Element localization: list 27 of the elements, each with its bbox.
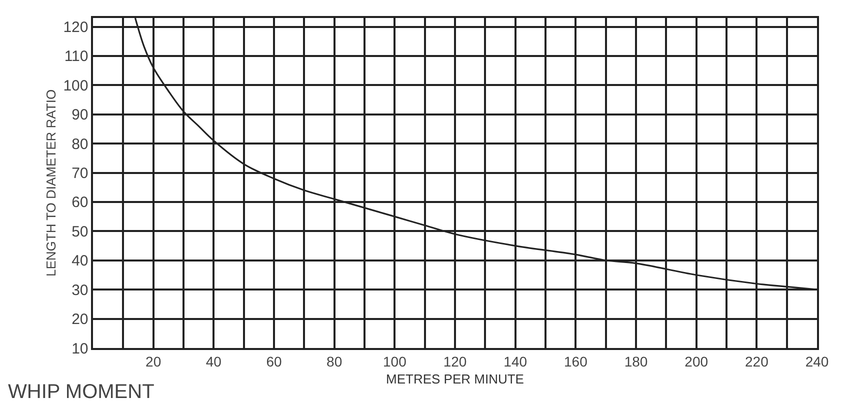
y-tick-label: 20: [72, 311, 88, 328]
y-tick-label: 100: [63, 77, 88, 94]
x-tick-label: 180: [624, 354, 648, 370]
y-tick-label: 80: [72, 136, 88, 153]
y-tick-label: 120: [63, 19, 88, 36]
x-tick-label: 20: [146, 354, 162, 370]
y-tick-label: 40: [72, 252, 88, 270]
y-tick-label: 110: [64, 48, 88, 66]
y-tick-label: 30: [72, 282, 88, 299]
x-tick-label: 240: [805, 354, 829, 370]
y-tick-label: 90: [72, 106, 88, 124]
y-tick-label: 70: [72, 165, 88, 182]
y-axis-title: LENGTH TO DIAMETER RATIO: [44, 89, 59, 277]
x-tick-label: 160: [564, 354, 588, 370]
x-axis-title: METRES PER MINUTE: [386, 372, 524, 387]
x-tick-label: 220: [744, 354, 769, 370]
y-tick-label: 60: [72, 194, 88, 212]
x-tick-label: 140: [504, 354, 528, 370]
x-tick-label: 120: [443, 354, 467, 370]
y-tick-label: 10: [72, 340, 88, 358]
x-tick-label: 200: [684, 354, 708, 370]
y-tick-label: 50: [72, 223, 88, 240]
x-tick-label: 60: [266, 354, 282, 370]
x-tick-label: 40: [206, 354, 222, 370]
x-tick-label: 80: [326, 354, 342, 370]
x-tick-label: 100: [382, 354, 407, 370]
text: WHIP MOMENT: [8, 381, 154, 403]
